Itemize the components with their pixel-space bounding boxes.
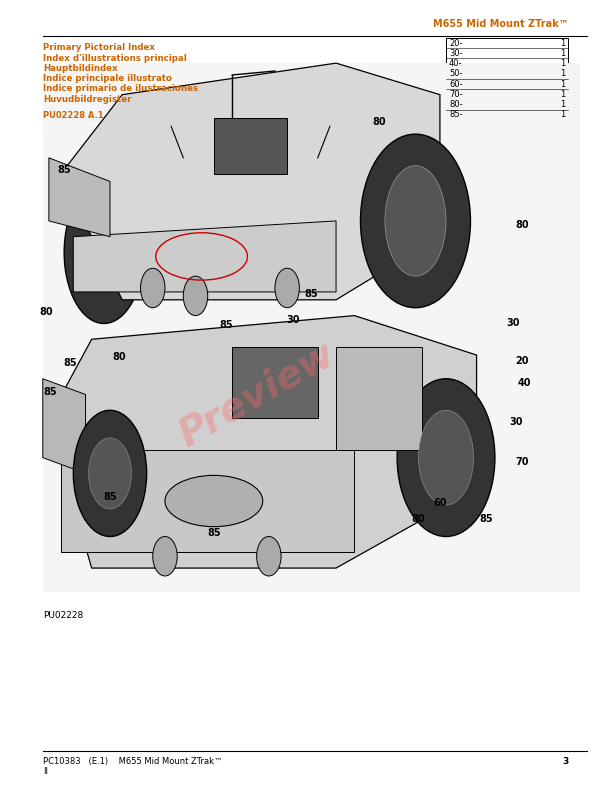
Text: 85: 85 [43, 387, 57, 397]
Polygon shape [73, 221, 336, 292]
Text: 80: 80 [372, 118, 386, 127]
Ellipse shape [73, 410, 147, 537]
Text: 60-: 60- [449, 80, 463, 88]
Ellipse shape [165, 475, 263, 527]
Text: M655 Mid Mount ZTrak™: M655 Mid Mount ZTrak™ [433, 19, 568, 29]
Polygon shape [49, 316, 477, 568]
Text: 1: 1 [560, 39, 565, 47]
Text: Primary Pictorial Index: Primary Pictorial Index [43, 43, 155, 52]
Text: 3: 3 [562, 757, 568, 766]
Text: 60: 60 [433, 498, 447, 507]
Ellipse shape [257, 537, 281, 576]
Text: 1: 1 [560, 69, 565, 78]
Text: Indice primario de ilustraciones: Indice primario de ilustraciones [43, 84, 198, 93]
Text: 40: 40 [518, 378, 531, 387]
Polygon shape [61, 450, 354, 552]
Text: 30: 30 [507, 319, 520, 328]
Text: 30: 30 [287, 315, 300, 324]
Polygon shape [61, 63, 440, 300]
Text: 80: 80 [39, 307, 53, 316]
Text: 80-: 80- [449, 100, 463, 109]
Polygon shape [43, 379, 86, 473]
Text: 85: 85 [103, 492, 117, 502]
Ellipse shape [64, 181, 144, 323]
Bar [446, 69, 568, 99]
Polygon shape [49, 158, 110, 237]
Text: 80: 80 [112, 352, 126, 361]
Text: 20-: 20- [449, 39, 463, 47]
Text: PC10383   (E.1)    M655 Mid Mount ZTrak™: PC10383 (E.1) M655 Mid Mount ZTrak™ [43, 757, 222, 766]
Ellipse shape [397, 379, 495, 537]
Ellipse shape [419, 410, 474, 505]
Text: 1: 1 [560, 59, 565, 68]
Text: 80: 80 [516, 220, 529, 230]
Text: Index d'illustrations principal: Index d'illustrations principal [43, 54, 186, 62]
Ellipse shape [89, 438, 131, 509]
Text: 20: 20 [516, 356, 529, 365]
Text: 85: 85 [64, 358, 77, 368]
Text: 70: 70 [516, 457, 529, 466]
Text: 70-: 70- [449, 90, 463, 99]
Text: 50-: 50- [449, 69, 463, 78]
Bar [43, 63, 580, 323]
Bar [336, 347, 422, 450]
Text: Hauptbildindex: Hauptbildindex [43, 64, 117, 73]
Text: 85: 85 [219, 320, 233, 330]
Ellipse shape [153, 537, 177, 576]
Ellipse shape [141, 268, 165, 308]
Text: 1: 1 [560, 90, 565, 99]
Text: 1: 1 [560, 80, 565, 88]
Text: PU02228 A.1: PU02228 A.1 [43, 111, 103, 120]
Text: 85-: 85- [449, 110, 463, 119]
Text: 85: 85 [57, 165, 71, 174]
Text: 80: 80 [412, 514, 425, 524]
Text: II: II [43, 767, 48, 776]
Bar [446, 99, 568, 120]
Text: 1: 1 [560, 110, 565, 119]
Bar [43, 316, 580, 592]
Ellipse shape [360, 134, 470, 308]
Text: 1: 1 [560, 49, 565, 58]
Text: 30: 30 [510, 417, 523, 427]
Bar [232, 347, 318, 418]
Bar [214, 118, 287, 174]
Text: 1: 1 [560, 100, 565, 109]
Ellipse shape [183, 276, 208, 316]
Ellipse shape [275, 268, 299, 308]
Text: Preview: Preview [172, 335, 342, 454]
Bar [446, 38, 568, 69]
Text: 85: 85 [207, 528, 221, 537]
Text: Huvudbildregister: Huvudbildregister [43, 95, 131, 103]
Text: 85: 85 [479, 514, 492, 524]
Text: Indice principale illustrato: Indice principale illustrato [43, 74, 172, 83]
Text: PU02228: PU02228 [43, 611, 83, 620]
Text: 40-: 40- [449, 59, 463, 68]
Ellipse shape [385, 166, 446, 276]
Text: 85: 85 [305, 290, 318, 299]
Text: 30-: 30- [449, 49, 463, 58]
